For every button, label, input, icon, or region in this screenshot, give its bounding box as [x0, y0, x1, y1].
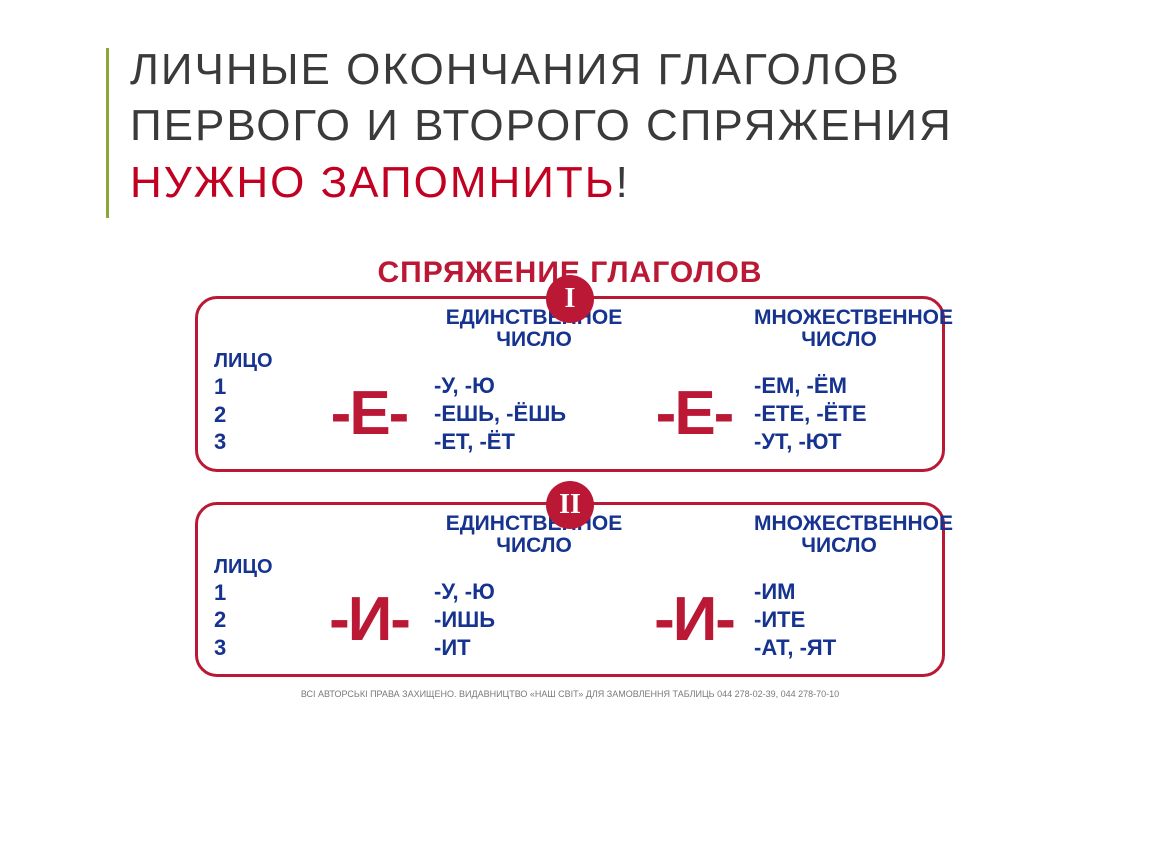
title-line-1: ЛИЧНЫЕ ОКОНЧАНИЯ ГЛАГОЛОВ — [130, 42, 1050, 98]
header-plural-1: МНОЖЕСТВЕННОЕ ЧИСЛО — [754, 307, 924, 351]
person2-1: 1 — [214, 579, 304, 607]
end-1p-r2: -ЕТЕ, -ЁТЕ — [754, 400, 924, 428]
header-singular-1: ЕДИНСТВЕННОЕ ЧИСЛО — [434, 307, 634, 351]
header-singular-2: ЕДИНСТВЕННОЕ ЧИСЛО — [434, 513, 634, 557]
big-letter-i-sing: -И- — [304, 589, 434, 651]
end-1p-r3: -УТ, -ЮТ — [754, 428, 924, 456]
panel1-grid: ЕДИНСТВЕННОЕ ЧИСЛО МНОЖЕСТВЕННОЕ ЧИСЛО Л… — [214, 307, 926, 457]
person-3: 3 — [214, 428, 304, 456]
hdr-plur-l2: ЧИСЛО — [801, 328, 877, 351]
copyright-line: ВСІ АВТОРСЬКІ ПРАВА ЗАХИЩЕНО. ВИДАВНИЦТВ… — [195, 689, 945, 699]
person-numbers-1: 1 2 3 — [214, 373, 304, 456]
end-1s-r1: -У, -Ю — [434, 372, 634, 400]
big-letter-i-plur: -И- — [634, 589, 754, 651]
hdr2-plur-l1: МНОЖЕСТВЕННОЕ — [754, 512, 953, 535]
title-line-2: ПЕРВОГО И ВТОРОГО СПРЯЖЕНИЯ — [130, 98, 1050, 154]
hdr-sing-l2: ЧИСЛО — [496, 328, 572, 351]
person-1: 1 — [214, 373, 304, 401]
endings-1-plural: -ЕМ, -ЁМ -ЕТЕ, -ЁТЕ -УТ, -ЮТ — [754, 372, 924, 456]
header-plural-2: МНОЖЕСТВЕННОЕ ЧИСЛО — [754, 513, 924, 557]
end-1s-r3: -ЕТ, -ЁТ — [434, 428, 634, 456]
end-2p-r1: -ИМ — [754, 578, 924, 606]
panel-conjugation-2: II ЕДИНСТВЕННОЕ ЧИСЛО МНОЖЕСТВЕННОЕ ЧИСЛ… — [195, 502, 945, 678]
hdr2-sing-l2: ЧИСЛО — [496, 534, 572, 557]
person-numbers-2: 1 2 3 — [214, 579, 304, 662]
end-2p-r2: -ИТЕ — [754, 606, 924, 634]
endings-1-singular: -У, -Ю -ЕШЬ, -ЁШЬ -ЕТ, -ЁТ — [434, 372, 634, 456]
hdr-sing-l1: ЕДИНСТВЕННОЕ — [446, 306, 623, 329]
person2-2: 2 — [214, 606, 304, 634]
hdr2-plur-l2: ЧИСЛО — [801, 534, 877, 557]
end-2s-r2: -ИШЬ — [434, 606, 634, 634]
header-lico-1: ЛИЦО — [214, 351, 304, 372]
big-letter-e-plur: -Е- — [634, 383, 754, 445]
roman-badge-1: I — [546, 275, 594, 323]
endings-2-plural: -ИМ -ИТЕ -АТ, -ЯТ — [754, 578, 924, 662]
end-2p-r3: -АТ, -ЯТ — [754, 634, 924, 662]
end-1s-r2: -ЕШЬ, -ЁШЬ — [434, 400, 634, 428]
endings-2-singular: -У, -Ю -ИШЬ -ИТ — [434, 578, 634, 662]
panel-conjugation-1: I ЕДИНСТВЕННОЕ ЧИСЛО МНОЖЕСТВЕННОЕ ЧИСЛО… — [195, 296, 945, 472]
end-2s-r3: -ИТ — [434, 634, 634, 662]
accent-bar — [106, 48, 109, 218]
person-2: 2 — [214, 401, 304, 429]
hdr-plur-l1: МНОЖЕСТВЕННОЕ — [754, 306, 953, 329]
title-emphasis: НУЖНО ЗАПОМНИТЬ — [130, 158, 616, 207]
header-lico-2: ЛИЦО — [214, 557, 304, 578]
big-letter-e-sing: -Е- — [304, 383, 434, 445]
person2-3: 3 — [214, 634, 304, 662]
title-tail: ! — [616, 158, 630, 207]
end-2s-r1: -У, -Ю — [434, 578, 634, 606]
end-1p-r1: -ЕМ, -ЁМ — [754, 372, 924, 400]
hdr2-sing-l1: ЕДИНСТВЕННОЕ — [446, 512, 623, 535]
title-line-3: НУЖНО ЗАПОМНИТЬ! — [130, 155, 1050, 211]
conjugation-chart: СПРЯЖЕНИЕ ГЛАГОЛОВ I ЕДИНСТВЕННОЕ ЧИСЛО … — [195, 256, 945, 699]
slide-title: ЛИЧНЫЕ ОКОНЧАНИЯ ГЛАГОЛОВ ПЕРВОГО И ВТОР… — [130, 42, 1050, 211]
panel2-grid: ЕДИНСТВЕННОЕ ЧИСЛО МНОЖЕСТВЕННОЕ ЧИСЛО Л… — [214, 513, 926, 663]
roman-badge-2: II — [546, 481, 594, 529]
